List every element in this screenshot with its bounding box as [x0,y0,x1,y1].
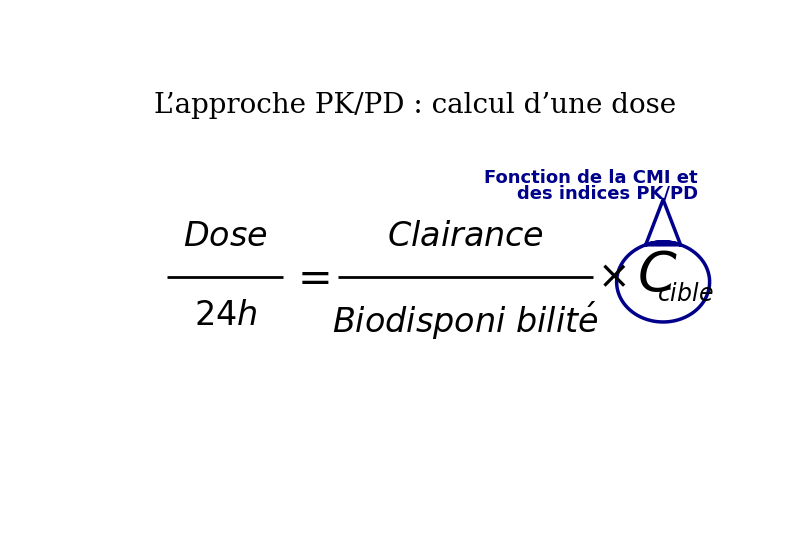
Text: $\mathit{24h}$: $\mathit{24h}$ [194,300,257,332]
Text: L’approche PK/PD : calcul d’une dose: L’approche PK/PD : calcul d’une dose [154,92,676,119]
Text: Fonction de la CMI et: Fonction de la CMI et [484,168,698,187]
Text: $C$: $C$ [637,248,677,303]
Text: $\mathit{Clairance}$: $\mathit{Clairance}$ [387,221,544,253]
Text: $\times$: $\times$ [597,258,626,295]
Text: $=$: $=$ [288,255,329,298]
Text: $\mathit{Dose}$: $\mathit{Dose}$ [183,221,267,253]
Text: $\mathit{Biodisponi\ bilit\acute{e}}$: $\mathit{Biodisponi\ bilit\acute{e}}$ [332,300,599,342]
Text: $\mathit{cible}$: $\mathit{cible}$ [657,283,713,306]
Text: des indices PK/PD: des indices PK/PD [517,184,698,202]
